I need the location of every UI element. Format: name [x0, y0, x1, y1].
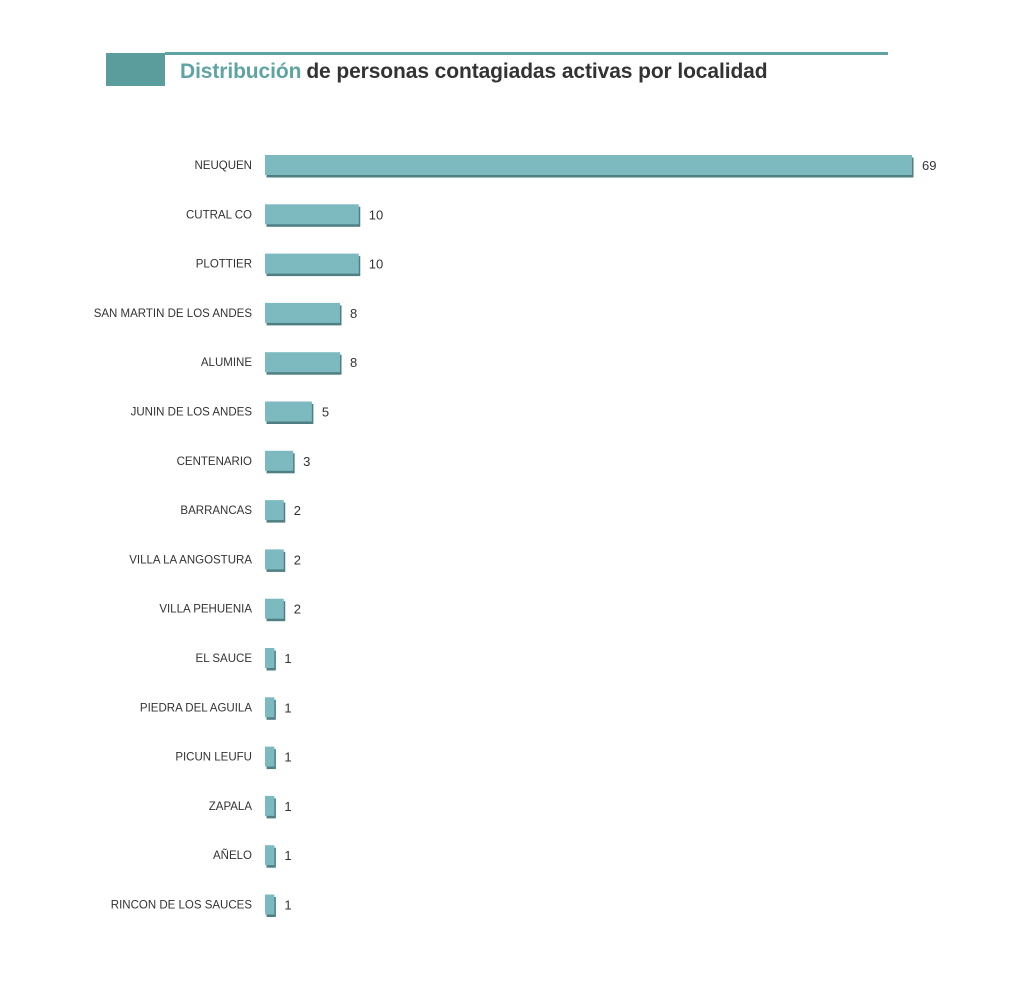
chart-title-rest: de personas contagiadas activas por loca… [306, 60, 768, 83]
category-label: CUTRAL CO [186, 209, 252, 221]
value-label: 10 [369, 257, 383, 272]
bar [265, 648, 275, 668]
bar [265, 746, 275, 767]
value-label: 3 [303, 454, 310, 469]
bar [265, 598, 284, 619]
bar [265, 845, 275, 866]
category-label: PICUN LEUFU [175, 752, 252, 764]
bar-row: PICUN LEUFU 1 [175, 746, 292, 770]
bar-row: CENTENARIO 3 [177, 450, 310, 474]
bar [265, 401, 312, 422]
category-label: VILLA PEHUENIA [159, 604, 252, 616]
value-label: 1 [284, 848, 291, 863]
bar-row: VILLA PEHUENIA 2 [159, 598, 301, 622]
bar-row: AÑELO 1 [213, 845, 292, 868]
bar-row: CUTRAL CO 10 [186, 204, 383, 227]
value-label: 5 [322, 405, 329, 420]
bar [265, 549, 284, 570]
category-label: VILLA LA ANGOSTURA [129, 554, 252, 566]
value-label: 1 [284, 750, 291, 765]
bar [265, 253, 359, 274]
category-label: NEUQUEN [194, 160, 252, 172]
category-label: PIEDRA DEL AGUILA [140, 702, 252, 714]
bar-row: ALUMINE 8 [201, 352, 357, 375]
bar-row: VILLA LA ANGOSTURA 2 [129, 549, 301, 572]
category-label: EL SAUCE [196, 653, 253, 665]
bar [265, 302, 341, 323]
bar [265, 697, 275, 718]
value-label: 1 [284, 651, 291, 666]
category-label: BARRANCAS [180, 505, 252, 517]
bar-row: PLOTTIER 10 [196, 253, 383, 277]
bar [265, 894, 275, 915]
bar-row: RINCON DE LOS SAUCES 1 [111, 894, 292, 917]
bar-row: SAN MARTIN DE LOS ANDES 8 [94, 302, 357, 326]
bar-row: JUNIN DE LOS ANDES 5 [131, 401, 329, 424]
category-label: SAN MARTIN DE LOS ANDES [94, 308, 253, 320]
value-label: 2 [294, 503, 301, 518]
category-label: ZAPALA [209, 801, 253, 813]
value-label: 8 [350, 306, 357, 321]
value-label: 1 [284, 898, 291, 913]
bar [265, 795, 275, 816]
value-label: 1 [284, 700, 291, 715]
value-label: 69 [922, 158, 936, 173]
bar-row: EL SAUCE 1 [196, 648, 292, 671]
chart-title: Distribución de personas contagiadas acti… [180, 60, 768, 84]
value-label: 2 [294, 552, 301, 567]
category-label: RINCON DE LOS SAUCES [111, 900, 253, 912]
bar-row: BARRANCAS 2 [180, 500, 301, 523]
bar-row: ZAPALA 1 [209, 795, 292, 819]
bar [265, 352, 341, 373]
value-label: 1 [284, 799, 291, 814]
category-label: AÑELO [213, 849, 252, 862]
bar [265, 500, 284, 521]
title-accent-block [106, 53, 165, 86]
value-label: 2 [294, 602, 301, 617]
value-label: 8 [350, 355, 357, 370]
bars-layer: NEUQUEN 69 CUTRAL CO 10 PLOTTIER 10 SAN MARTIN… [94, 155, 936, 917]
title-rule [165, 52, 888, 55]
bar [265, 204, 359, 225]
category-label: CENTENARIO [177, 456, 252, 468]
category-label: ALUMINE [201, 357, 252, 369]
category-label: JUNIN DE LOS ANDES [131, 407, 253, 419]
bar-row: PIEDRA DEL AGUILA 1 [140, 697, 292, 720]
category-label: PLOTTIER [196, 259, 252, 271]
bar-row: NEUQUEN 69 [194, 155, 936, 178]
chart-title-accent: Distribución [180, 60, 302, 83]
value-label: 10 [369, 207, 383, 222]
bar [265, 155, 912, 175]
bar [265, 450, 294, 471]
